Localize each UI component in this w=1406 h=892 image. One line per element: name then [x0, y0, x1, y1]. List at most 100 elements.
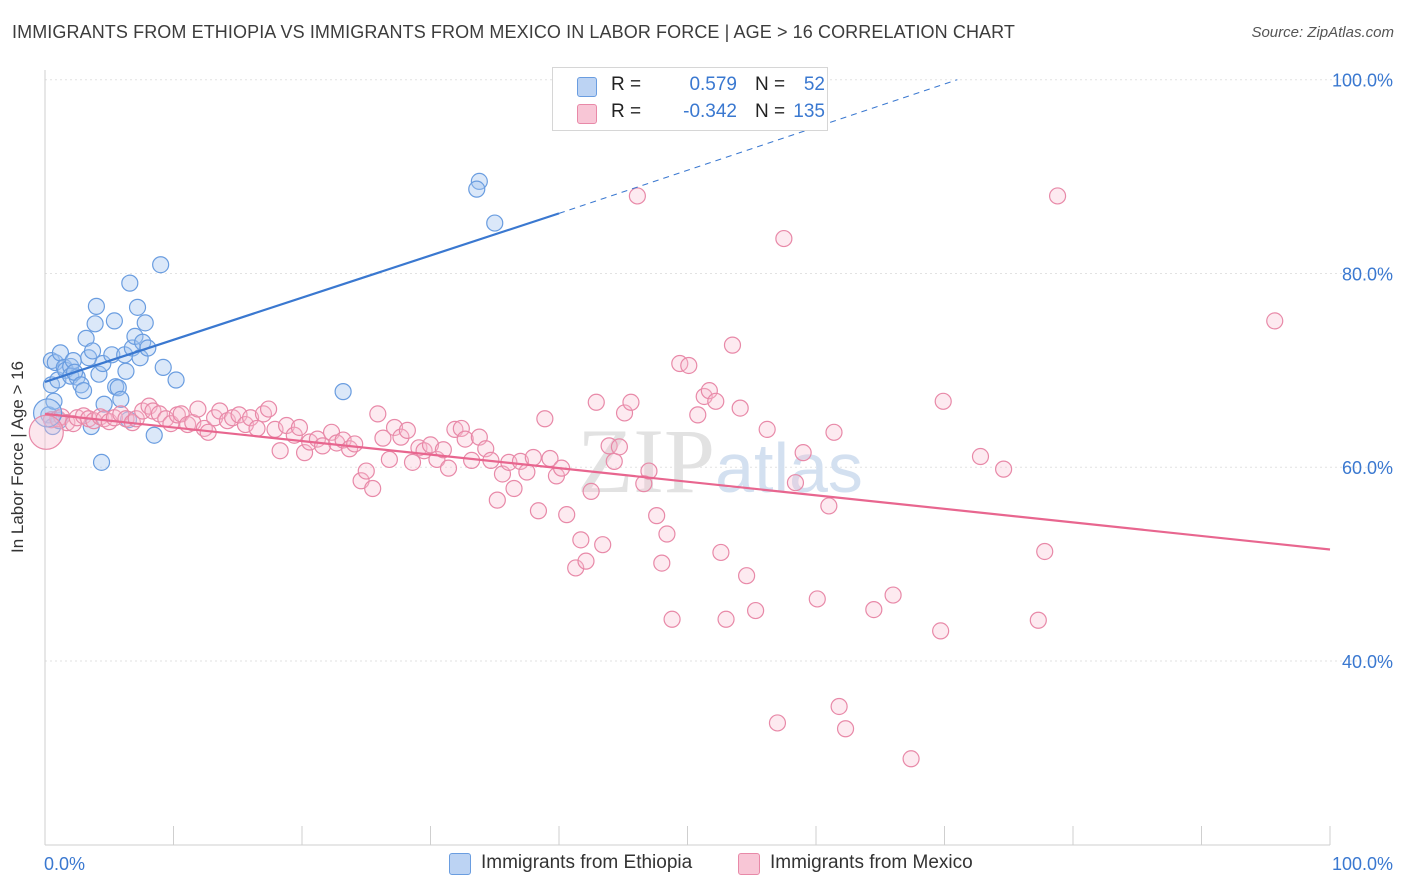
mexico-point-128	[830, 697, 848, 716]
mexico-point-57	[369, 405, 387, 423]
mexico-point-62	[398, 421, 416, 439]
ethiopia-point-42	[154, 358, 172, 377]
mexico-point-132	[902, 750, 920, 768]
mexico-point-55	[357, 462, 375, 480]
watermark-zip: ZIP	[577, 410, 715, 512]
ethiopia-point-51	[334, 383, 352, 401]
mexico-point-112	[700, 382, 718, 400]
y-tick-label-100: 100.0%	[1332, 71, 1393, 91]
mexico-point-103	[640, 462, 658, 480]
mexico-point-98	[610, 438, 628, 456]
mexico-point-125	[808, 590, 826, 608]
mexico-point-102	[635, 475, 653, 493]
grid-lines	[45, 79, 1392, 662]
mexico-point-139	[1048, 187, 1067, 205]
mexico-point-105	[653, 554, 671, 572]
n-label: N =	[755, 101, 786, 122]
ethiopia-swatch	[577, 77, 597, 97]
ethiopia-point-20	[87, 297, 106, 315]
ethiopia-cluster-point	[32, 398, 63, 428]
mexico-point-127	[825, 423, 843, 441]
ethiopia-point-30	[117, 362, 135, 380]
mexico-point-136	[995, 460, 1013, 478]
ethiopia-point-45	[92, 453, 111, 471]
mexico-point-24	[172, 405, 190, 423]
mexico-point-100	[622, 393, 640, 411]
mexico-point-134	[934, 392, 952, 410]
data-points	[28, 172, 1284, 768]
ethiopia-legend-label: Immigrants from Ethiopia	[481, 852, 693, 873]
mexico-point-83	[524, 448, 542, 467]
mexico-point-94	[587, 393, 605, 411]
series-mexico-points	[42, 187, 1284, 768]
mexico-point-133	[932, 622, 950, 640]
mexico-point-41	[271, 442, 289, 460]
ethiopia-point-49	[468, 180, 486, 198]
mexico-point-109	[680, 356, 698, 375]
mexico-point-124	[794, 444, 812, 462]
ethiopia-trend-line	[44, 212, 560, 383]
mexico-point-95	[594, 536, 612, 554]
mexico-point-110	[689, 406, 707, 424]
mexico-point-71	[452, 419, 470, 438]
ethiopia-point-32	[121, 274, 139, 292]
mexico-point-137	[1029, 611, 1047, 629]
mexico-point-115	[717, 610, 735, 628]
y-axis-label: In Labor Force | Age > 16	[8, 360, 27, 554]
mexico-point-68	[434, 441, 452, 459]
ethiopia-trend-extension	[558, 79, 958, 214]
source-credit: Source: ZipAtlas.com	[1251, 24, 1394, 41]
mexico-point-69	[439, 459, 458, 477]
mexico-point-130	[865, 600, 883, 619]
ethiopia-legend-swatch	[449, 853, 471, 875]
mexico-point-119	[747, 601, 765, 620]
mexico-point-129	[836, 720, 855, 738]
stats-legend: R = 0.579 N = 52 R = -0.342 N = 135	[552, 67, 828, 131]
mexico-point-90	[567, 559, 585, 577]
mexico-point-27	[189, 400, 207, 418]
mexico-point-121	[768, 714, 787, 732]
watermark: ZIPatlas	[577, 410, 863, 512]
mexico-legend-swatch	[738, 853, 760, 875]
mexico-point-107	[663, 610, 681, 628]
mexico-point-114	[712, 543, 730, 562]
mexico-point-117	[731, 399, 749, 417]
n-label: N =	[755, 74, 786, 95]
ethiopia-point-18	[83, 342, 102, 360]
mexico-trend-line	[44, 412, 1331, 551]
mexico-point-59	[380, 450, 398, 469]
ethiopia-point-41	[152, 256, 170, 274]
mexico-r-value: -0.342	[683, 101, 737, 122]
mexico-point-72	[456, 430, 474, 448]
mexico-point-123	[786, 474, 805, 492]
mexico-point-113	[707, 392, 725, 410]
mexico-point-61	[392, 428, 410, 446]
mexico-point-36	[242, 409, 260, 427]
mexico-point-97	[605, 452, 623, 470]
x-tick-label-100: 100.0%	[1332, 854, 1393, 874]
mexico-point-118	[738, 567, 756, 585]
mexico-point-48	[313, 437, 332, 455]
mexico-point-104	[648, 507, 666, 525]
mexico-point-66	[421, 436, 440, 454]
mexico-point-58	[374, 429, 392, 447]
ethiopia-point-40	[145, 426, 163, 444]
mexico-point-91	[572, 531, 590, 549]
mexico-point-53	[346, 435, 364, 453]
mexico-point-85	[536, 410, 554, 428]
watermark-atlas: atlas	[715, 429, 863, 507]
mexico-point-92	[577, 552, 595, 570]
y-tick-label-60: 60.0%	[1342, 458, 1393, 478]
mexico-point-116	[723, 336, 742, 354]
ethiopia-point-28	[112, 390, 130, 408]
mexico-n-value: 135	[793, 101, 825, 122]
mexico-point-140	[1266, 312, 1284, 330]
mexico-point-56	[364, 479, 382, 498]
mexico-point-126	[820, 497, 838, 515]
r-label: R =	[611, 101, 642, 122]
mexico-cluster-point	[28, 414, 64, 450]
ethiopia-point-50	[486, 214, 504, 232]
mexico-point-122	[775, 229, 793, 248]
mexico-point-89	[558, 506, 576, 524]
ethiopia-point-19	[86, 315, 104, 333]
